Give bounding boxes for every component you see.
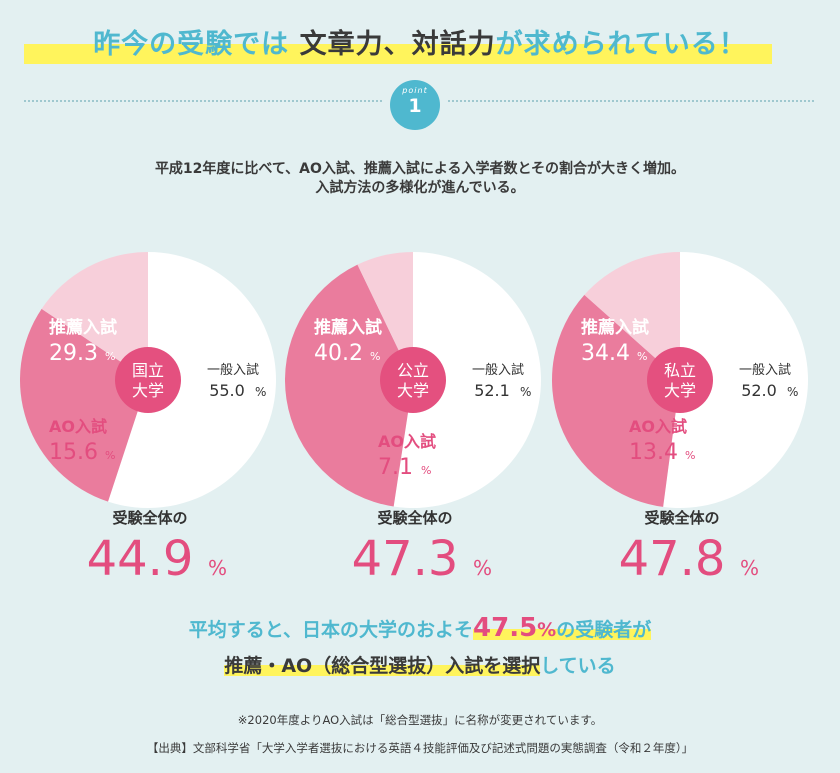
pie-2-slice-general bbox=[393, 252, 541, 508]
intro-text: 平成12年度に比べて、AO入試、推薦入試による入学者数とその割合が大きく増加。 … bbox=[0, 160, 840, 198]
pie-1-label-ao: AO入試 bbox=[49, 417, 107, 436]
pie-1-center-label-2: 大学 bbox=[132, 381, 164, 400]
pie-3-slice-ao bbox=[584, 252, 680, 380]
summary-part2: の受験者が bbox=[556, 619, 652, 641]
title-part2: 文章力、対話力 bbox=[299, 29, 496, 60]
summary-unit: % bbox=[537, 619, 557, 641]
point-number: 1 bbox=[408, 95, 422, 117]
pie-3-center-label-2: 大学 bbox=[664, 381, 696, 400]
pie-3-total-label: 受験全体の bbox=[644, 509, 719, 527]
intro-line1: 平成12年度に比べて、AO入試、推薦入試による入学者数とその割合が大きく増加。 bbox=[154, 161, 686, 177]
pie-2-total-value: 47.3 bbox=[352, 531, 459, 587]
pie-1-center-circle bbox=[115, 347, 181, 413]
pie-1-total-value: 44.9 bbox=[87, 531, 194, 587]
pie-2-center-label-2: 大学 bbox=[397, 381, 429, 400]
intro-line2: 入試方法の多様化が進んでいる。 bbox=[315, 180, 525, 196]
point-label: point bbox=[402, 86, 428, 95]
pie-3-label-suisen: 推薦入試 bbox=[581, 317, 649, 338]
pie-3-unit-general: % bbox=[787, 385, 798, 399]
pie-2-slice-suisen bbox=[284, 264, 413, 507]
pie-2-slice-ao bbox=[357, 252, 413, 380]
pie-1-value-suisen: 29.3 bbox=[49, 341, 98, 366]
pie-1-total-label: 受験全体の bbox=[112, 509, 187, 527]
title-part1: 昨今の受験では bbox=[93, 29, 290, 60]
summary-value: 47.5 bbox=[473, 613, 538, 643]
pie-2-value-general: 52.1 bbox=[474, 381, 510, 400]
summary-highlight: 47.5%の受験者が bbox=[473, 613, 652, 643]
pie-3-value-general: 52.0 bbox=[741, 381, 777, 400]
title-highlight bbox=[24, 44, 772, 64]
pie-3-label-ao: AO入試 bbox=[629, 417, 687, 436]
summary-line2: 推薦・AO（総合型選抜）入試を選択している bbox=[0, 651, 840, 678]
pie-3-slice-suisen bbox=[552, 294, 680, 507]
pie-2-label-suisen: 推薦入試 bbox=[314, 317, 382, 338]
pie-3-value-suisen: 34.4 bbox=[581, 341, 630, 366]
pie-2-total-unit: % bbox=[473, 556, 492, 580]
divider-right bbox=[448, 100, 814, 102]
pie-2-total-label: 受験全体の bbox=[377, 509, 452, 527]
pie-1-unit-general: % bbox=[255, 385, 266, 399]
pie-1-slice-suisen bbox=[19, 308, 148, 502]
pie-1-center-label-1: 国立 bbox=[132, 361, 164, 380]
pie-3-slice-general bbox=[663, 252, 808, 508]
divider-left bbox=[24, 100, 382, 102]
pie-2-unit-general: % bbox=[520, 385, 531, 399]
note-text: ※2020年度よりAO入試は「総合型選抜」に名称が変更されています。 bbox=[237, 713, 603, 727]
pie-1-slice-general bbox=[108, 252, 276, 508]
summary-line1: 平均すると、日本の大学のおよそ47.5%の受験者が bbox=[0, 613, 840, 643]
pie-2-center-label-1: 公立 bbox=[397, 361, 429, 380]
pie-2-value-ao: 7.1 bbox=[378, 455, 413, 480]
summary-line2-part2: している bbox=[540, 655, 616, 677]
point-badge: point 1 bbox=[390, 80, 440, 130]
pie-1-unit-ao: % bbox=[105, 449, 115, 462]
pie-1-total-unit: % bbox=[208, 556, 227, 580]
pie-1-value-ao: 15.6 bbox=[49, 440, 98, 465]
pie-3-unit-ao: % bbox=[685, 449, 695, 462]
pie-1-slice-ao bbox=[41, 252, 148, 380]
pie-2-center-circle bbox=[380, 347, 446, 413]
pie-3-label-general: 一般入試 bbox=[739, 362, 791, 378]
source-text: 【出典】文部科学省「大学入学者選抜における英語４技能評価及び記述式問題の実態調査… bbox=[146, 741, 694, 755]
pie-2-label-general: 一般入試 bbox=[472, 362, 524, 378]
page-title: 昨今の受験では 文章力、対話力が求められている！ bbox=[0, 22, 840, 61]
title-part3: が求められている！ bbox=[495, 29, 747, 60]
pie-2-value-suisen: 40.2 bbox=[314, 341, 363, 366]
pie-3-center-label-1: 私立 bbox=[664, 361, 696, 380]
pie-2-label-ao: AO入試 bbox=[378, 432, 436, 451]
pie-1-label-general: 一般入試 bbox=[207, 362, 259, 378]
pie-2-unit-suisen: % bbox=[370, 350, 380, 363]
pie-3-value-ao: 13.4 bbox=[629, 440, 678, 465]
summary-part1: 平均すると、日本の大学のおよそ bbox=[188, 619, 474, 641]
pie-3-unit-suisen: % bbox=[637, 350, 647, 363]
pie-3-total-value: 47.8 bbox=[619, 531, 726, 587]
pie-1-label-suisen: 推薦入試 bbox=[49, 317, 117, 338]
pie-3-total-unit: % bbox=[740, 556, 759, 580]
pie-1-value-general: 55.0 bbox=[209, 381, 245, 400]
pie-2-unit-ao: % bbox=[421, 464, 431, 477]
pie-3-center-circle bbox=[647, 347, 713, 413]
pie-1-unit-suisen: % bbox=[105, 350, 115, 363]
summary-line2-part1: 推薦・AO（総合型選抜）入試を選択 bbox=[224, 655, 541, 677]
